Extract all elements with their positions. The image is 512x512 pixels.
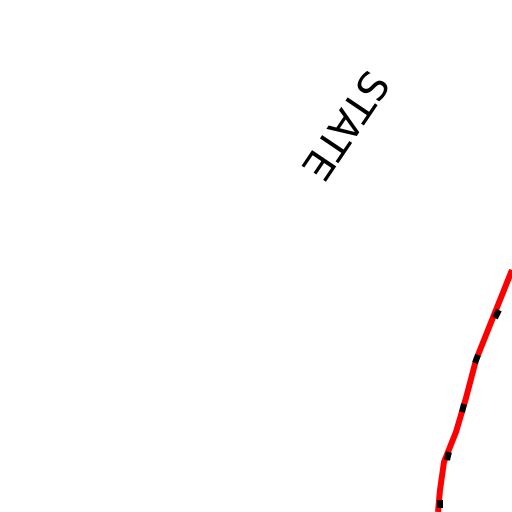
boundary-tick (472, 353, 481, 365)
boundary-tick (459, 403, 467, 413)
boundary-tick (444, 451, 452, 461)
boundary-tick (492, 308, 502, 320)
boundary-line (435, 268, 512, 512)
boundary-ticks (437, 308, 502, 508)
